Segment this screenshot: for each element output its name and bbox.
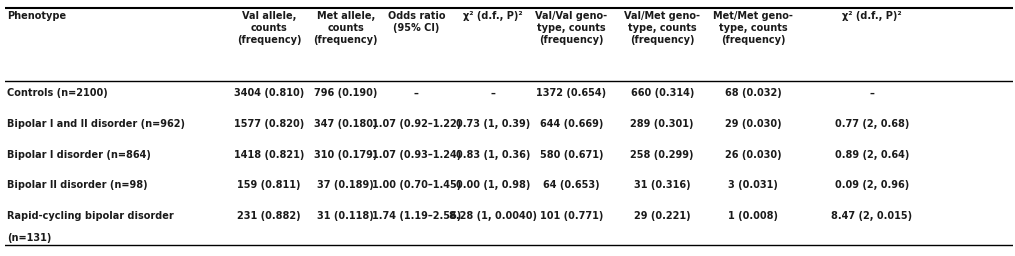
Text: χ² (d.f., P)²: χ² (d.f., P)²: [842, 11, 901, 21]
Text: Odds ratio
(95% CI): Odds ratio (95% CI): [388, 11, 445, 33]
Text: –: –: [414, 89, 419, 99]
Text: 796 (0.190): 796 (0.190): [314, 89, 378, 99]
Text: 8.47 (2, 0.015): 8.47 (2, 0.015): [831, 211, 912, 221]
Text: 0.83 (1, 0.36): 0.83 (1, 0.36): [456, 150, 530, 160]
Text: 1577 (0.820): 1577 (0.820): [234, 119, 304, 129]
Text: 1.74 (1.19–2.56): 1.74 (1.19–2.56): [371, 211, 461, 221]
Text: 31 (0.316): 31 (0.316): [634, 180, 690, 190]
Text: –: –: [870, 89, 874, 99]
Text: –: –: [490, 89, 495, 99]
Text: Phenotype: Phenotype: [7, 11, 66, 21]
Text: Bipolar I and II disorder (n=962): Bipolar I and II disorder (n=962): [7, 119, 185, 129]
Text: 1.00 (0.70–1.45): 1.00 (0.70–1.45): [371, 180, 461, 190]
Text: 31 (0.118): 31 (0.118): [318, 211, 375, 221]
Text: 660 (0.314): 660 (0.314): [630, 89, 694, 99]
Text: Met/Met geno-
type, counts
(frequency): Met/Met geno- type, counts (frequency): [713, 11, 793, 45]
Text: 1.07 (0.92–1.22): 1.07 (0.92–1.22): [371, 119, 461, 129]
Text: Met allele,
counts
(frequency): Met allele, counts (frequency): [314, 11, 378, 45]
Text: 3404 (0.810): 3404 (0.810): [234, 89, 304, 99]
Text: 0.09 (2, 0.96): 0.09 (2, 0.96): [834, 180, 909, 190]
Text: 231 (0.882): 231 (0.882): [238, 211, 301, 221]
Text: Controls (n=2100): Controls (n=2100): [7, 89, 108, 99]
Text: 0.77 (2, 0.68): 0.77 (2, 0.68): [834, 119, 909, 129]
Text: Rapid-cycling bipolar disorder: Rapid-cycling bipolar disorder: [7, 211, 174, 221]
Text: Bipolar II disorder (n=98): Bipolar II disorder (n=98): [7, 180, 148, 190]
Text: (n=131): (n=131): [7, 232, 52, 242]
Text: 159 (0.811): 159 (0.811): [238, 180, 300, 190]
Text: Val/Met geno-
type, counts
(frequency): Val/Met geno- type, counts (frequency): [624, 11, 700, 45]
Text: 64 (0.653): 64 (0.653): [543, 180, 600, 190]
Text: 580 (0.671): 580 (0.671): [540, 150, 603, 160]
Text: Val allele,
counts
(frequency): Val allele, counts (frequency): [236, 11, 301, 45]
Text: 29 (0.030): 29 (0.030): [725, 119, 782, 129]
Text: 1372 (0.654): 1372 (0.654): [537, 89, 607, 99]
Text: Bipolar I disorder (n=864): Bipolar I disorder (n=864): [7, 150, 151, 160]
Text: 1418 (0.821): 1418 (0.821): [233, 150, 304, 160]
Text: 347 (0.180): 347 (0.180): [314, 119, 378, 129]
Text: 258 (0.299): 258 (0.299): [630, 150, 694, 160]
Text: 101 (0.771): 101 (0.771): [540, 211, 603, 221]
Text: 1.07 (0.93–1.24): 1.07 (0.93–1.24): [371, 150, 461, 160]
Text: 0.00 (1, 0.98): 0.00 (1, 0.98): [456, 180, 530, 190]
Text: χ² (d.f., P)²: χ² (d.f., P)²: [463, 11, 523, 21]
Text: 644 (0.669): 644 (0.669): [540, 119, 603, 129]
Text: 1 (0.008): 1 (0.008): [728, 211, 777, 221]
Text: 0.73 (1, 0.39): 0.73 (1, 0.39): [456, 119, 530, 129]
Text: 68 (0.032): 68 (0.032): [725, 89, 782, 99]
Text: 310 (0.179): 310 (0.179): [314, 150, 378, 160]
Text: Val/Val geno-
type, counts
(frequency): Val/Val geno- type, counts (frequency): [536, 11, 608, 45]
Text: 26 (0.030): 26 (0.030): [725, 150, 782, 160]
Text: 3 (0.031): 3 (0.031): [728, 180, 777, 190]
Text: 37 (0.189): 37 (0.189): [318, 180, 375, 190]
Text: 8.28 (1, 0.0040): 8.28 (1, 0.0040): [449, 211, 537, 221]
Text: 289 (0.301): 289 (0.301): [630, 119, 694, 129]
Text: 29 (0.221): 29 (0.221): [634, 211, 690, 221]
Text: 0.89 (2, 0.64): 0.89 (2, 0.64): [834, 150, 909, 160]
